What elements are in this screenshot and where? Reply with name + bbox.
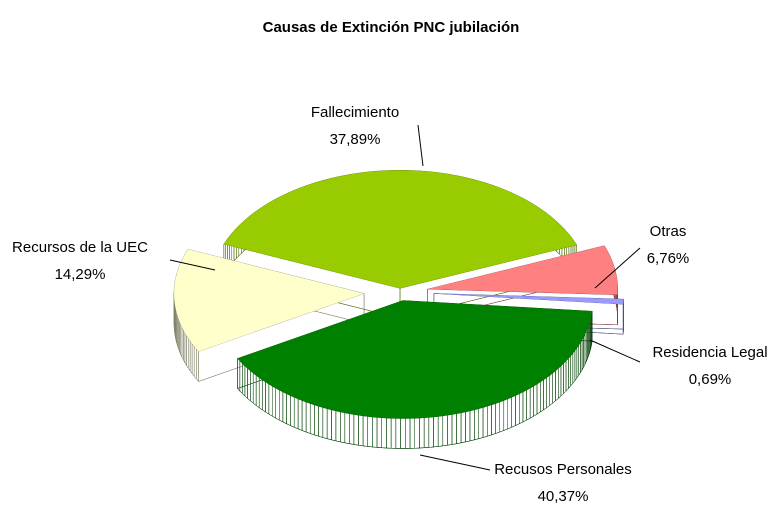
slice [174, 249, 365, 352]
slice-value-label: 0,69% [689, 371, 732, 388]
chart-title: Causas de Extinción PNC jubilación [263, 19, 520, 36]
leader-line [169, 259, 216, 271]
leader-line [594, 247, 641, 289]
slice-value-label: 6,76% [647, 250, 690, 267]
slice-side [433, 293, 624, 335]
leader-line [589, 339, 641, 363]
slice [237, 300, 593, 419]
slice-label: Recursos de la UEC [12, 239, 148, 256]
slice-label: Fallecimiento [311, 104, 399, 121]
leader-line [419, 454, 491, 471]
slice-value-label: 40,37% [538, 488, 589, 505]
slice-label: Recusos Personales [494, 461, 632, 478]
slice [223, 170, 577, 289]
slice-label: Residencia Legal [652, 344, 767, 361]
leader-line [417, 124, 424, 167]
slice-value-label: 14,29% [55, 266, 106, 283]
slice [433, 293, 624, 305]
slice [427, 245, 618, 295]
slice-value-label: 37,89% [330, 131, 381, 148]
slice-label: Otras [650, 223, 687, 240]
